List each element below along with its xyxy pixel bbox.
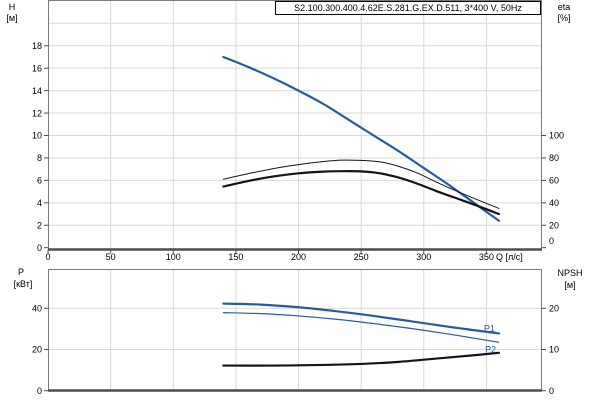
x-axis-tick-label: 250: [354, 252, 369, 262]
x-axis-title: Q [л/с]: [496, 252, 523, 262]
power-axis-title: P: [18, 267, 24, 277]
left-axis-tick-label: 2: [37, 220, 42, 230]
x-axis-tick-label: 100: [166, 252, 181, 262]
left-axis-tick-label: 6: [37, 176, 42, 186]
right-axis-tick-label: 20: [549, 220, 559, 230]
H-curve: [222, 55, 501, 222]
left-axis-tick-label: 14: [32, 86, 42, 96]
right-axis-tick-label: 20: [549, 304, 559, 314]
right-axis-tick-label: 40: [549, 198, 559, 208]
left-axis-tick-label: 16: [32, 63, 42, 73]
right-axis-tick-label: 10: [549, 345, 559, 355]
P1-curve: [222, 302, 501, 335]
left-axis-tick-label: 10: [32, 131, 42, 141]
x-axis-tick-label: 50: [106, 252, 116, 262]
NPSH-curve: [222, 351, 501, 367]
left-axis-tick-label: 0: [37, 243, 42, 253]
p1-curve-label: P1: [484, 324, 495, 334]
left-axis-tick-label: 4: [37, 198, 42, 208]
head-axis-title: H: [9, 2, 16, 12]
eta-axis-title: eta: [558, 2, 571, 12]
left-axis-tick-label: 12: [32, 108, 42, 118]
P2-curve: [222, 312, 500, 343]
head-axis-unit: [м]: [6, 13, 17, 23]
curve-title-box: S2.100.300.400.4.62E.S.281.G.EX.D.511, 3…: [275, 1, 541, 15]
left-axis-tick-label: 8: [37, 153, 42, 163]
left-axis-tick-label: 0: [37, 386, 42, 396]
eta-axis-unit: [%]: [557, 13, 570, 23]
x-axis-tick-label: 0: [45, 252, 50, 262]
left-axis-tick-label: 20: [32, 345, 42, 355]
power-axis-unit: [кВт]: [14, 279, 33, 289]
npsh-axis-title: NPSH: [557, 268, 582, 278]
right-axis-tick-label: 60: [549, 176, 559, 186]
right-axis-tick-label: 0: [549, 386, 554, 396]
eta1-curve: [222, 159, 500, 209]
p2-curve-label: P2: [485, 344, 496, 354]
x-axis-tick-label: 150: [228, 252, 243, 262]
npsh-axis-unit: [м]: [564, 280, 575, 290]
x-axis-tick-label: 200: [291, 252, 306, 262]
right-axis-tick-label: 100: [549, 131, 564, 141]
x-axis-tick-label: 300: [416, 252, 431, 262]
head-efficiency-chart-border: [48, 0, 542, 250]
left-axis-tick-label: 18: [32, 41, 42, 51]
pump-type-title: S2.100.300.400.4.62E.S.281.G.EX.D.511, 3…: [294, 3, 522, 13]
right-axis-tick-label: 0: [549, 236, 554, 246]
eta2-curve: [222, 170, 501, 216]
right-axis-tick-label: 80: [549, 153, 559, 163]
left-axis-tick-label: 40: [32, 304, 42, 314]
x-axis-tick-label: 350: [479, 252, 494, 262]
